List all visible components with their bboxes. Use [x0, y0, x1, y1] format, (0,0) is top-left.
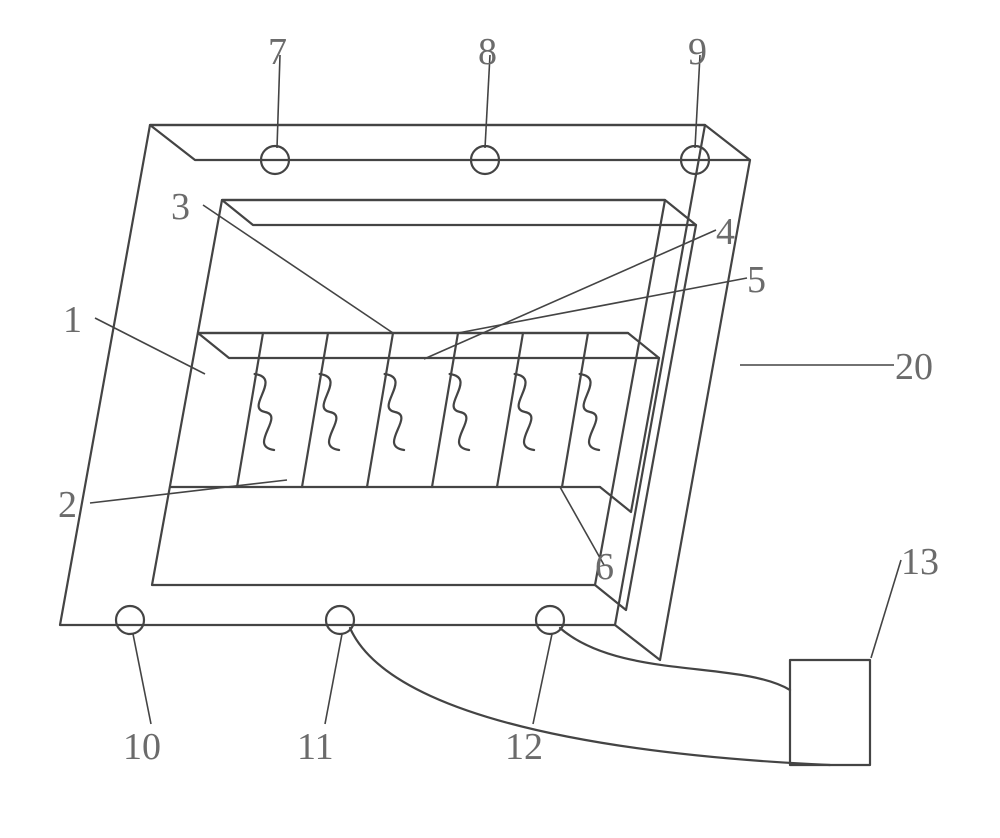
label-3: 3 [171, 185, 190, 229]
label-6: 6 [595, 545, 614, 589]
label-9: 9 [688, 30, 707, 74]
label-20: 20 [895, 345, 933, 389]
label-13: 13 [901, 540, 939, 584]
label-5: 5 [747, 258, 766, 302]
label-2: 2 [58, 483, 77, 527]
label-4: 4 [716, 210, 735, 254]
label-10: 10 [123, 725, 161, 769]
label-7: 7 [268, 30, 287, 74]
label-12: 12 [505, 725, 543, 769]
label-8: 8 [478, 30, 497, 74]
label-11: 11 [297, 725, 334, 769]
technical-diagram [0, 0, 1000, 838]
label-1: 1 [63, 298, 82, 342]
